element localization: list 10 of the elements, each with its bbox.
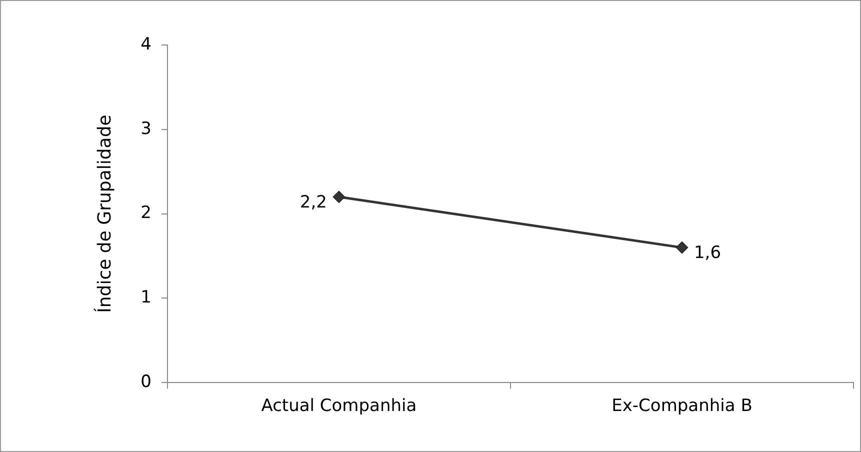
y-tick-label: 4 bbox=[140, 34, 152, 54]
y-tick-label: 1 bbox=[140, 288, 152, 308]
y-tick-label: 3 bbox=[140, 118, 152, 139]
y-tick-label: 2 bbox=[140, 203, 152, 224]
y-tick-label: 0 bbox=[140, 372, 152, 392]
data-label: 1,6 bbox=[694, 242, 722, 263]
x-tick-label: Ex-Companhia B bbox=[612, 396, 752, 416]
data-label: 2,2 bbox=[300, 192, 327, 212]
x-tick-label: Actual Companhia bbox=[261, 396, 417, 416]
y-axis-title: Índice de Grupalidade bbox=[93, 114, 116, 313]
